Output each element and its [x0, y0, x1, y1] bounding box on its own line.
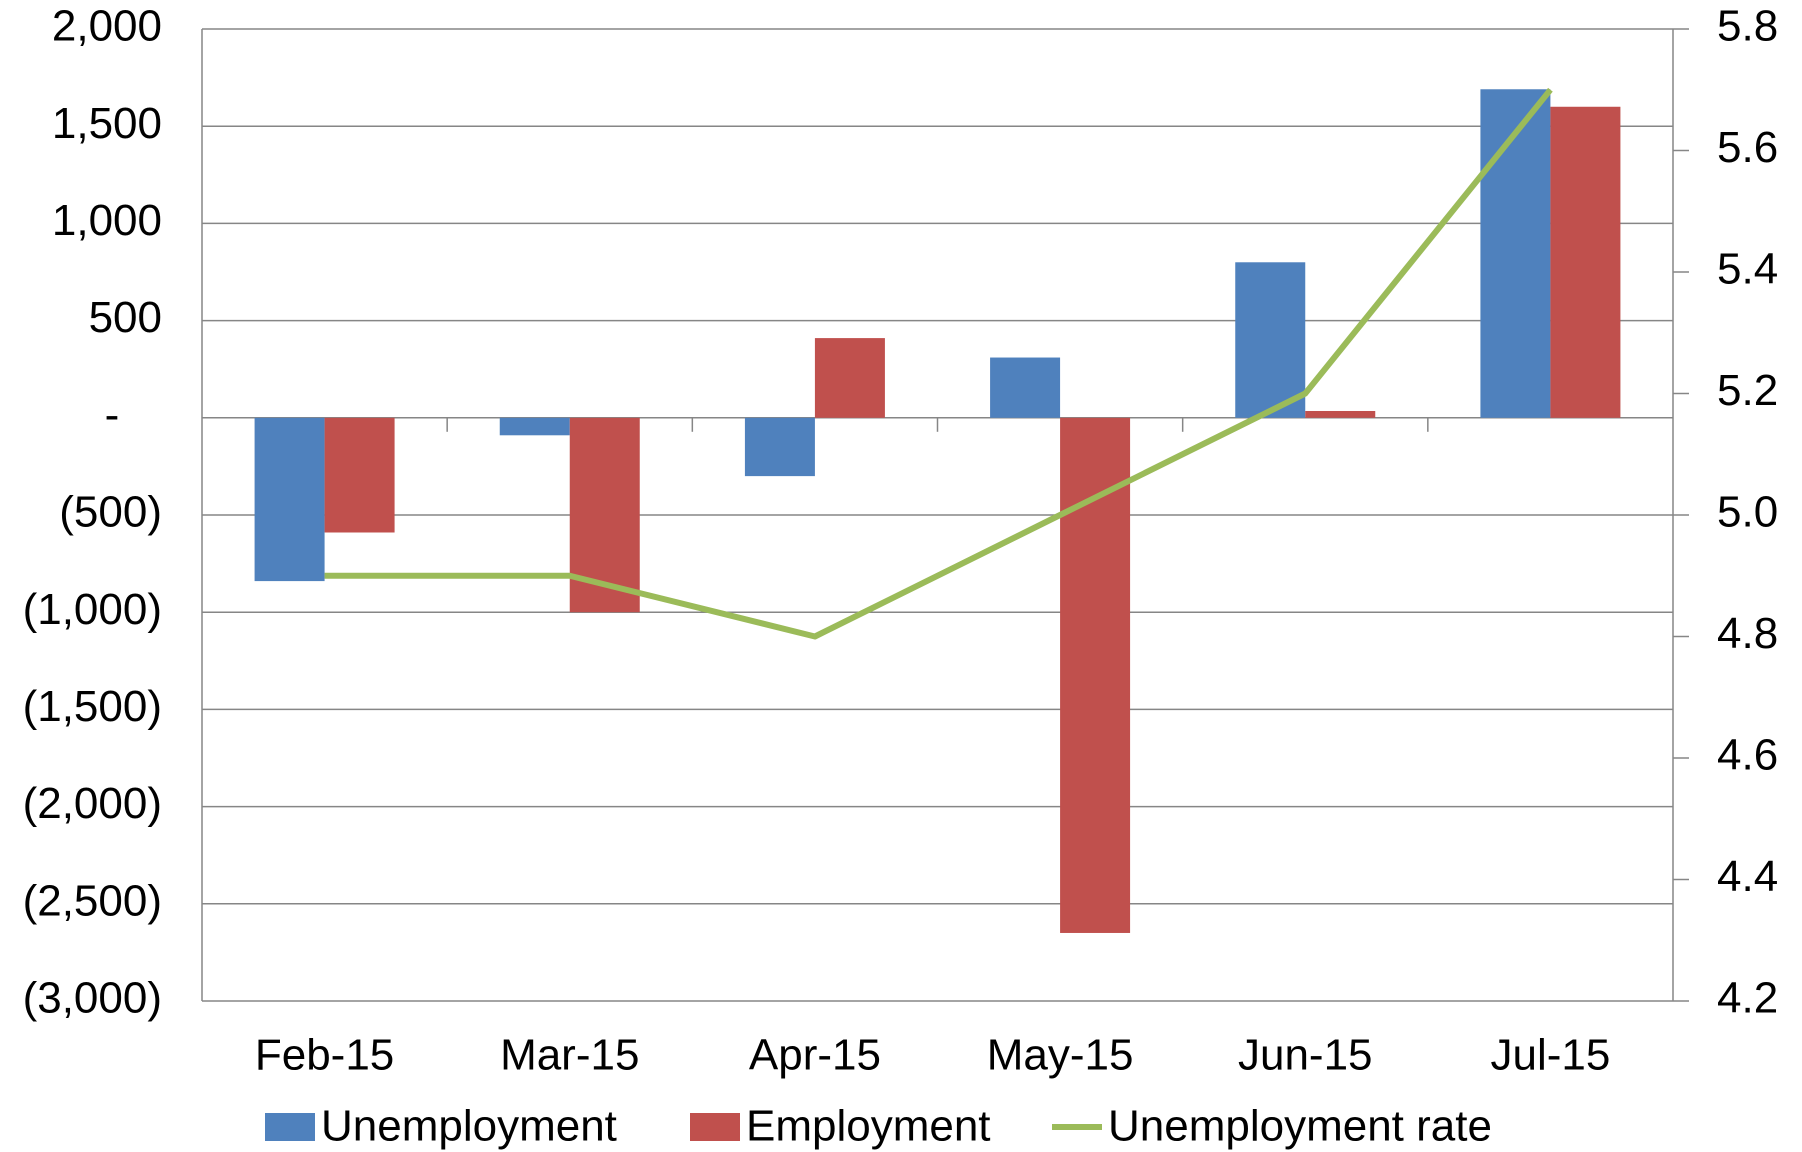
y-tick-label: (2,000) — [23, 779, 162, 828]
y-tick-label: 500 — [89, 293, 162, 342]
y-tick-label: 2,000 — [52, 2, 162, 51]
y2-tick-label: 5.2 — [1717, 366, 1778, 415]
y-tick-label: (3,000) — [23, 974, 162, 1023]
legend-label: Unemployment — [321, 1102, 617, 1151]
x-tick-label: May-15 — [987, 1031, 1134, 1080]
bar — [1480, 89, 1551, 418]
y2-tick-label: 5.0 — [1717, 488, 1778, 537]
bar — [254, 417, 325, 582]
y2-tick-label: 5.4 — [1717, 245, 1778, 294]
y-tick-label: (500) — [59, 488, 162, 537]
x-tick-label: Feb-15 — [255, 1031, 394, 1080]
y2-tick-label: 4.4 — [1717, 852, 1778, 901]
legend-swatch — [265, 1113, 315, 1141]
bar — [499, 417, 570, 436]
x-tick-label: Apr-15 — [749, 1031, 881, 1080]
y2-tick-label: 4.2 — [1717, 974, 1778, 1023]
y-tick-label: 1,500 — [52, 99, 162, 148]
y-tick-label: (1,000) — [23, 585, 162, 634]
x-tick-label: Jun-15 — [1238, 1031, 1373, 1080]
legend-swatch — [690, 1113, 740, 1141]
x-tick-label: Mar-15 — [500, 1031, 639, 1080]
bar — [324, 417, 395, 533]
legend-label: Employment — [746, 1102, 991, 1151]
bar — [1305, 410, 1376, 418]
y2-tick-label: 4.6 — [1717, 731, 1778, 780]
y2-tick-label: 4.8 — [1717, 609, 1778, 658]
line — [324, 87, 1553, 640]
bar — [814, 338, 885, 418]
bar — [990, 357, 1061, 418]
legend-label: Unemployment rate — [1108, 1102, 1492, 1151]
y-tick-label: (1,500) — [23, 682, 162, 731]
y2-tick-label: 5.8 — [1717, 2, 1778, 51]
y-tick-label: 1,000 — [52, 196, 162, 245]
bar — [744, 417, 815, 477]
bar — [1550, 106, 1621, 418]
y2-tick-label: 5.6 — [1717, 123, 1778, 172]
x-tick-label: Jul-15 — [1490, 1031, 1610, 1080]
bar — [1235, 262, 1306, 418]
bar — [1060, 417, 1131, 933]
y-tick-label: (2,500) — [23, 876, 162, 925]
y-tick-label: - — [105, 390, 120, 439]
